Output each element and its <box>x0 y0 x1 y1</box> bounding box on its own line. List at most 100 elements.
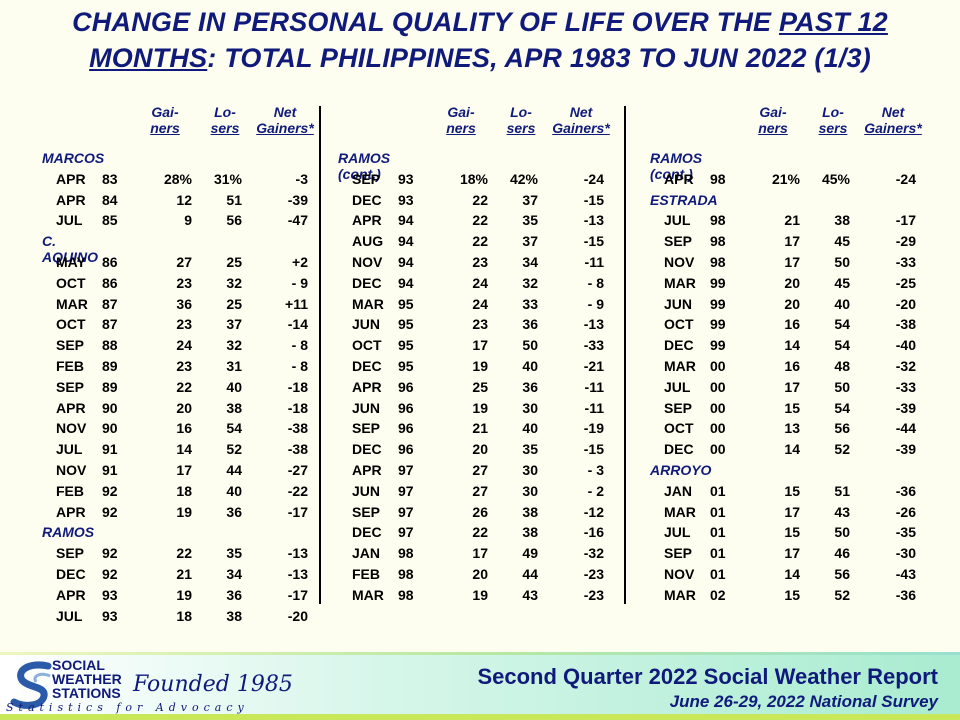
table-row: MAY 86 27 25 +2 <box>42 252 322 272</box>
cell-month: SEP <box>664 233 693 250</box>
cell-month: NOV <box>664 566 695 582</box>
cell-year: 00 <box>710 441 726 458</box>
table-row: JUN 96 19 30 -11 <box>338 398 618 418</box>
footer: SOCIAL WEATHER STATIONS Founded 1985 Sta… <box>0 652 960 720</box>
cell-gainers: 27 <box>472 462 488 478</box>
cell-year: 96 <box>398 399 414 416</box>
survey-date: June 26-29, 2022 National Survey <box>669 692 938 711</box>
cell-month: JUN <box>352 399 381 416</box>
table-row: JUL 01 15 50 -35 <box>650 522 930 542</box>
cell-losers: 44 <box>522 566 538 582</box>
cell-net: -14 <box>287 316 308 333</box>
cell-month: FEB <box>352 566 380 582</box>
cell-net: -36 <box>895 482 916 499</box>
cell-year: 86 <box>102 274 118 291</box>
cell-year: 92 <box>102 545 118 562</box>
cell-gainers: 15 <box>784 482 800 499</box>
cell-gainers: 36 <box>176 295 192 312</box>
cell-gainers: 22 <box>472 524 488 541</box>
title-line1-prefix: CHANGE IN PERSONAL QUALITY OF LIFE OVER … <box>72 7 779 37</box>
cell-losers: 38 <box>522 503 538 520</box>
cell-month: JAN <box>352 545 381 562</box>
cell-net: -11 <box>584 378 604 395</box>
cell-month: JUL <box>56 607 83 624</box>
table-row: FEB 92 18 40 -22 <box>42 481 322 501</box>
cell-net: -18 <box>287 378 308 395</box>
cell-gainers: 20 <box>472 566 488 582</box>
cell-losers: 30 <box>522 399 538 416</box>
cell-net: -15 <box>583 441 604 458</box>
cell-net: -35 <box>895 524 916 541</box>
cell-losers: 56 <box>834 566 850 582</box>
cell-year: 01 <box>710 566 726 582</box>
cell-year: 98 <box>710 170 726 187</box>
cell-year: 92 <box>102 566 118 582</box>
table-row: DEC 94 24 32 - 8 <box>338 273 618 293</box>
report-title: Second Quarter 2022 Social Weather Repor… <box>477 664 938 689</box>
cell-gainers: 20 <box>784 274 800 291</box>
cell-net: -24 <box>895 170 916 187</box>
cell-year: 98 <box>710 212 726 229</box>
cell-losers: 30 <box>522 482 538 499</box>
page-title: CHANGE IN PERSONAL QUALITY OF LIFE OVER … <box>0 4 960 76</box>
table-row: JAN 98 17 49 -32 <box>338 543 618 563</box>
cell-month: JUN <box>352 482 381 499</box>
cell-gainers: 21% <box>771 170 800 187</box>
cell-year: 02 <box>710 586 726 603</box>
cell-gainers: 21 <box>176 566 192 582</box>
cell-net: -30 <box>895 545 916 562</box>
cell-month: JUN <box>664 295 693 312</box>
cell-losers: 37 <box>522 191 538 208</box>
cell-losers: 37 <box>226 316 242 333</box>
cell-losers: 40 <box>522 358 538 374</box>
cell-year: 86 <box>102 254 118 270</box>
cell-year: 91 <box>102 462 118 478</box>
cell-losers: 40 <box>834 295 850 312</box>
cell-gainers: 24 <box>472 274 488 291</box>
cell-gainers: 14 <box>784 566 800 582</box>
group-label: C. AQUINO <box>42 233 98 266</box>
cell-month: OCT <box>352 337 382 354</box>
cell-month: AUG <box>352 233 384 250</box>
table-row: APR 96 25 36 -11 <box>338 377 618 397</box>
cell-month: APR <box>56 399 86 416</box>
cell-month: MAR <box>352 586 384 603</box>
table-row: NOV 98 17 50 -33 <box>650 252 930 272</box>
cell-year: 01 <box>710 524 726 541</box>
cell-losers: 54 <box>226 420 242 437</box>
cell-month: APR <box>56 191 86 208</box>
cell-losers: 38 <box>522 524 538 541</box>
cell-losers: 45 <box>834 233 850 250</box>
cell-year: 89 <box>102 378 118 395</box>
cell-year: 85 <box>102 212 118 229</box>
table-row: APR 94 22 35 -13 <box>338 210 618 230</box>
cell-year: 84 <box>102 191 118 208</box>
table-row: MAR 99 20 45 -25 <box>650 273 930 293</box>
column-divider <box>624 106 626 604</box>
cell-gainers: 27 <box>176 254 192 270</box>
cell-net: - 9 <box>587 295 604 312</box>
column-header-net: Net Gainers* <box>864 104 922 136</box>
cell-year: 87 <box>102 316 118 333</box>
column-header-losers: Lo-sers <box>210 104 240 136</box>
cell-month: DEC <box>664 337 694 354</box>
table-row: SEP 96 21 40 -19 <box>338 418 618 438</box>
table-row: APR 83 28% 31% -3 <box>42 169 322 189</box>
cell-losers: 50 <box>834 254 850 270</box>
table-row: MAR 87 36 25 +11 <box>42 294 322 314</box>
table-row: SEP 97 26 38 -12 <box>338 502 618 522</box>
cell-net: -16 <box>583 524 604 541</box>
cell-month: APR <box>352 462 382 478</box>
cell-net: -39 <box>895 399 916 416</box>
column-header-losers: Lo-sers <box>818 104 848 136</box>
cell-losers: 56 <box>226 212 242 229</box>
cell-losers: 42% <box>509 170 538 187</box>
cell-gainers: 16 <box>784 316 800 333</box>
cell-net: -21 <box>583 358 604 374</box>
table-row: SEP 98 17 45 -29 <box>650 231 930 251</box>
column-header-losers: Lo-sers <box>506 104 536 136</box>
cell-year: 01 <box>710 503 726 520</box>
cell-gainers: 22 <box>472 233 488 250</box>
cell-losers: 52 <box>226 441 242 458</box>
cell-gainers: 17 <box>472 337 488 354</box>
